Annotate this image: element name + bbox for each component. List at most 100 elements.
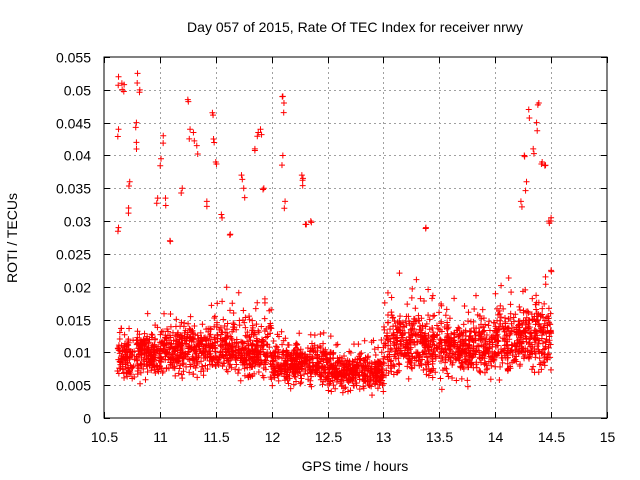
data-point xyxy=(251,362,258,369)
data-point xyxy=(542,338,549,345)
data-point xyxy=(380,380,387,387)
data-point xyxy=(140,365,147,372)
data-point xyxy=(396,361,403,368)
data-point xyxy=(532,328,539,335)
data-point xyxy=(391,363,398,370)
data-point xyxy=(395,360,402,367)
data-point xyxy=(441,337,448,344)
data-point xyxy=(412,305,419,312)
data-point xyxy=(305,376,312,383)
data-point xyxy=(280,99,287,106)
data-point xyxy=(242,332,249,339)
data-point xyxy=(390,340,397,347)
data-point xyxy=(145,352,152,359)
data-point xyxy=(461,353,468,360)
data-point xyxy=(178,189,185,196)
data-point xyxy=(512,311,519,318)
data-point xyxy=(186,343,193,350)
data-point xyxy=(492,290,499,297)
data-point xyxy=(390,371,397,378)
data-point xyxy=(538,366,545,373)
data-point xyxy=(542,317,549,324)
x-axis-label: GPS time / hours xyxy=(302,458,409,474)
data-point xyxy=(378,370,385,377)
data-point xyxy=(251,370,258,377)
data-point xyxy=(442,356,449,363)
data-point xyxy=(257,348,264,355)
data-point xyxy=(396,320,403,327)
data-point xyxy=(224,332,231,339)
data-point xyxy=(160,368,167,375)
data-point xyxy=(258,359,265,366)
data-point xyxy=(369,371,376,378)
data-point xyxy=(333,373,340,380)
data-point xyxy=(431,312,438,319)
data-point xyxy=(518,340,525,347)
y-tick-label: 0.01 xyxy=(64,345,91,361)
data-point xyxy=(447,358,454,365)
data-point xyxy=(285,358,292,365)
data-point xyxy=(190,330,197,337)
data-point xyxy=(380,388,387,395)
data-point xyxy=(369,392,376,399)
data-point xyxy=(375,344,382,351)
data-point xyxy=(389,315,396,322)
data-point xyxy=(224,355,231,362)
data-point xyxy=(210,112,217,119)
data-point xyxy=(211,139,218,146)
data-point xyxy=(320,329,327,336)
data-point xyxy=(262,366,269,373)
data-point xyxy=(478,335,485,342)
data-point xyxy=(262,361,269,368)
data-point xyxy=(362,367,369,374)
data-point xyxy=(458,351,465,358)
data-point xyxy=(527,335,534,342)
data-point xyxy=(366,381,373,388)
data-point xyxy=(190,371,197,378)
data-point xyxy=(194,332,201,339)
data-point xyxy=(147,360,154,367)
data-point xyxy=(203,335,210,342)
data-point xyxy=(307,331,314,338)
data-point xyxy=(417,295,424,302)
data-point xyxy=(518,347,525,354)
data-point xyxy=(450,343,457,350)
data-point xyxy=(520,307,527,314)
data-point xyxy=(206,333,213,340)
data-point xyxy=(489,339,496,346)
data-point xyxy=(446,336,453,343)
data-point xyxy=(142,343,149,350)
data-point xyxy=(482,349,489,356)
data-point xyxy=(127,371,134,378)
x-tick-label: 10.5 xyxy=(91,429,118,445)
data-point xyxy=(375,358,382,365)
data-point xyxy=(254,133,261,140)
data-point xyxy=(153,200,160,207)
data-point xyxy=(233,361,240,368)
data-point xyxy=(387,326,394,333)
data-point xyxy=(241,319,248,326)
data-point xyxy=(232,354,239,361)
data-point xyxy=(337,378,344,385)
data-point xyxy=(403,322,410,329)
data-point xyxy=(307,381,314,388)
data-point xyxy=(360,372,367,379)
data-point xyxy=(461,303,468,310)
plot-frame xyxy=(103,56,608,419)
data-point xyxy=(299,366,306,373)
data-point xyxy=(134,367,141,374)
data-point xyxy=(383,333,390,340)
x-tick-label: 13.5 xyxy=(426,429,453,445)
data-point xyxy=(219,214,226,221)
data-point xyxy=(464,345,471,352)
data-point xyxy=(162,202,169,209)
data-point xyxy=(152,335,159,342)
data-point xyxy=(423,371,430,378)
data-point xyxy=(176,365,183,372)
data-point xyxy=(422,225,429,232)
data-point xyxy=(118,352,125,359)
data-point xyxy=(162,195,169,202)
data-point xyxy=(373,372,380,379)
data-point xyxy=(205,348,212,355)
data-point xyxy=(242,314,249,321)
